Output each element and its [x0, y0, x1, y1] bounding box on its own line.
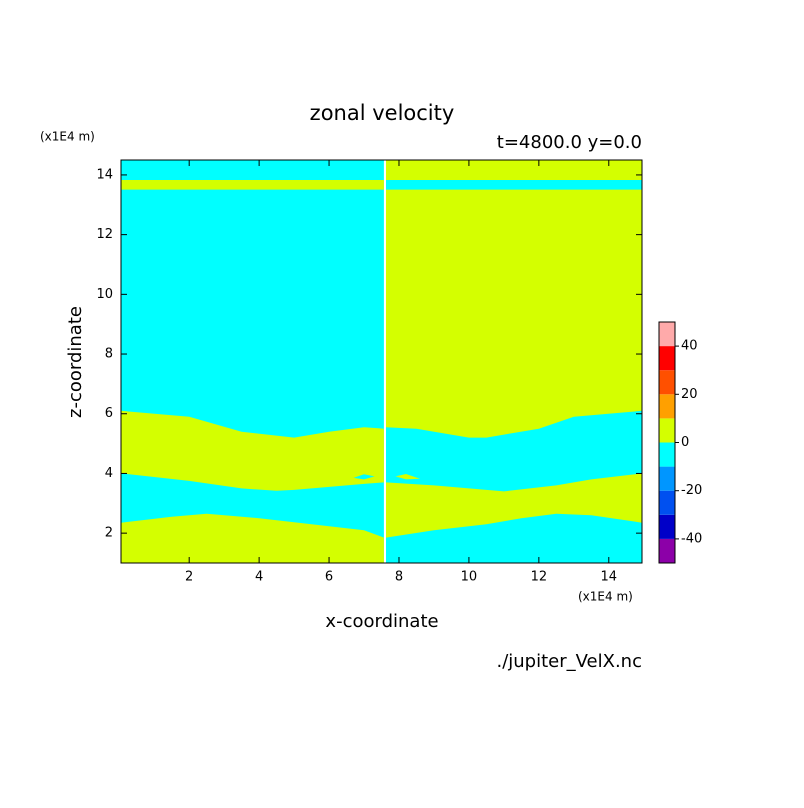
colorbar-bin: [659, 346, 675, 371]
colorbar-tick-label: 0: [681, 435, 689, 450]
contour-region: [386, 180, 642, 190]
contour-region: [386, 410, 642, 492]
contour-region: [386, 513, 642, 563]
x-tick-label: 10: [461, 570, 478, 585]
contour-region: [121, 410, 384, 491]
x-tick-label: 8: [395, 570, 403, 585]
contour-region: [121, 160, 384, 563]
colorbar-bin: [659, 490, 675, 515]
y-axis-label: z-coordinate: [65, 306, 86, 418]
chart-title: zonal velocity: [310, 101, 455, 125]
colorbar-bin: [659, 418, 675, 443]
colorbar-tick-label: -40: [681, 531, 702, 546]
colorbar-bin: [659, 370, 675, 395]
x-tick-label: 12: [531, 570, 548, 585]
source-label: ./jupiter_VelX.nc: [496, 651, 642, 672]
plot-frame: [120, 159, 643, 564]
x-tick-label: 14: [601, 570, 618, 585]
y-tick-label: 2: [105, 526, 113, 541]
y-tick-label: 14: [96, 167, 113, 182]
contour-region: [121, 513, 384, 563]
colorbar-bin: [659, 442, 675, 467]
x-tick-label: 2: [185, 570, 193, 585]
y-tick-label: 12: [96, 227, 113, 242]
colorbar-tick-label: 40: [681, 339, 698, 354]
y-tick-label: 8: [105, 347, 113, 362]
colorbar-bin: [659, 394, 675, 419]
contour-region: [353, 474, 375, 480]
colorbar-bin: [659, 466, 675, 491]
contour-region: [121, 180, 384, 190]
x-tick-label: 6: [325, 570, 333, 585]
colorbar-bin: [659, 538, 675, 563]
colorbar-tick-label: -20: [681, 483, 702, 498]
y-tick-label: 6: [105, 406, 113, 421]
colorbar-tick-label: 20: [681, 387, 698, 402]
contour-region: [386, 160, 642, 563]
y-unit: (x1E4 m): [40, 130, 95, 144]
colorbar-bin: [659, 322, 675, 347]
y-tick-label: 4: [105, 466, 113, 481]
x-axis-label: x-coordinate: [325, 611, 438, 632]
contour-region: [395, 474, 420, 480]
x-tick-label: 4: [255, 570, 263, 585]
y-tick-label: 10: [96, 287, 113, 302]
chart-subtitle: t=4800.0 y=0.0: [497, 132, 642, 153]
colorbar-bin: [659, 514, 675, 539]
x-unit: (x1E4 m): [578, 590, 633, 604]
